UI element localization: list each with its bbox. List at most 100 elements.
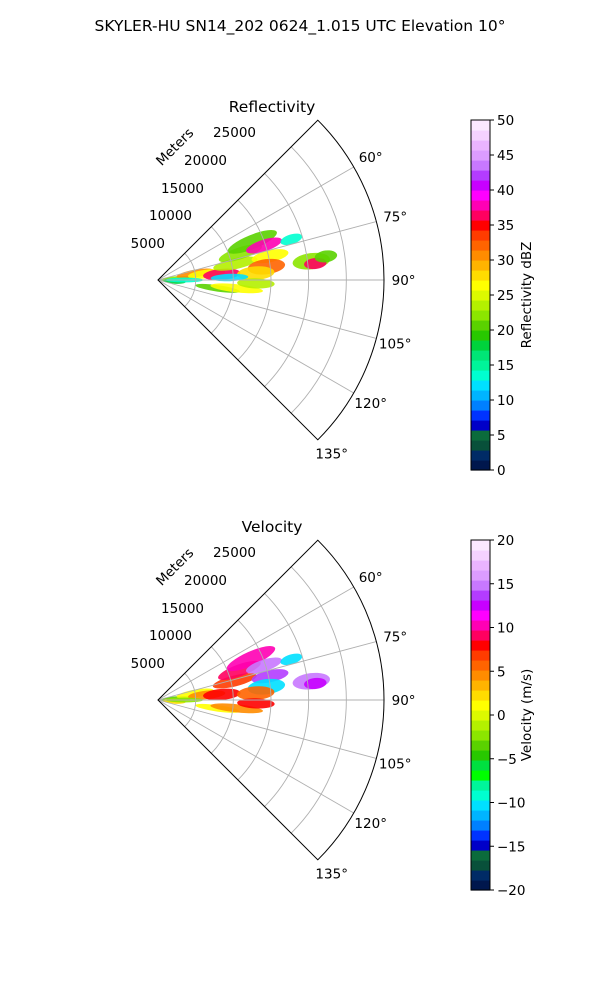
azimuth-spoke	[157, 221, 377, 281]
colorbar-tick-label: −20	[497, 883, 526, 899]
colorbar-swatch	[471, 880, 490, 891]
azimuth-spoke	[157, 699, 354, 814]
angle-tick-label: 75°	[383, 629, 407, 645]
angle-tick-label: 120°	[354, 396, 387, 412]
angle-tick-label: 90°	[392, 693, 416, 709]
colorbar-tick-label: 10	[497, 621, 514, 637]
colorbar-swatch	[471, 180, 490, 191]
colorbar-swatch	[471, 850, 490, 861]
colorbar-tick-label: 5	[497, 428, 506, 444]
colorbar-swatch	[471, 580, 490, 591]
panel-title: Velocity	[242, 518, 303, 536]
colorbar-swatch	[471, 160, 490, 171]
colorbar-swatch	[471, 460, 490, 471]
echo-cell	[212, 673, 257, 689]
radial-tick-label: 10000	[149, 208, 192, 224]
colorbar-swatch	[471, 690, 490, 701]
colorbar-swatch	[471, 310, 490, 321]
colorbar-swatch	[471, 770, 490, 781]
angle-tick-label: 135°	[315, 447, 348, 463]
colorbar-swatch	[471, 200, 490, 211]
colorbar-tick-label: 15	[497, 577, 514, 593]
colorbar-swatch	[471, 650, 490, 661]
echo-cell	[246, 657, 282, 674]
colorbar-tick-label: −15	[497, 839, 526, 855]
angle-tick-label: 60°	[359, 570, 383, 586]
velocity-panel: Velocity 60° 75° 90° 105° 120° 135° 5000 10000 15…	[131, 518, 535, 899]
angle-tick-label: 75°	[383, 209, 407, 225]
colorbar-swatch	[471, 240, 490, 251]
colorbar-swatch	[471, 400, 490, 411]
colorbar-swatch	[471, 720, 490, 731]
colorbar-swatch	[471, 120, 490, 131]
colorbar-tick-label: 0	[497, 708, 506, 724]
radial-tick-label: 10000	[149, 628, 192, 644]
colorbar-swatch	[471, 340, 490, 351]
figure-suptitle: SKYLER-HU SN14_202 0624_1.015 UTC Elevat…	[95, 17, 506, 36]
polar-grid	[157, 146, 384, 414]
echo-cell	[236, 686, 275, 701]
colorbar-swatch	[471, 620, 490, 631]
echo-cell	[280, 233, 303, 246]
panel-title: Reflectivity	[229, 98, 316, 116]
radial-tick-label: 15000	[161, 181, 204, 197]
colorbar-swatch	[471, 140, 490, 151]
colorbar-swatch	[471, 560, 490, 571]
colorbar-tick-label: −10	[497, 796, 526, 812]
radial-tick-label: 25000	[213, 545, 256, 561]
angle-tick-label: 105°	[379, 337, 412, 353]
colorbar-tick-label: 25	[497, 288, 514, 304]
colorbar-tick-label: 40	[497, 183, 514, 199]
colorbar-swatch	[471, 610, 490, 621]
colorbar-swatch	[471, 830, 490, 841]
sector-frame	[157, 539, 385, 861]
colorbar-swatch	[471, 150, 490, 161]
echo-layer	[160, 646, 330, 714]
azimuth-spoke	[157, 641, 377, 701]
colorbar-swatch	[471, 750, 490, 761]
colorbar-tick-label: 15	[497, 358, 514, 374]
colorbar-swatch	[471, 370, 490, 381]
colorbar-swatch	[471, 680, 490, 691]
colorbar-swatch	[471, 730, 490, 741]
polar-grid	[157, 566, 384, 834]
angle-tick-label: 60°	[359, 150, 383, 166]
echo-cell	[280, 653, 303, 666]
colorbar-swatch	[471, 630, 490, 641]
colorbar-tick-label: 20	[497, 323, 514, 339]
colorbar-swatch	[471, 380, 490, 391]
angle-tick-label: 105°	[379, 757, 412, 773]
reflectivity-panel: Reflectivity60°75°90°105°120°135°5000100…	[131, 98, 535, 479]
colorbar-swatch	[471, 330, 490, 341]
colorbar-tick-label: 35	[497, 218, 514, 234]
echo-cell	[304, 677, 327, 690]
colorbar-swatch	[471, 420, 490, 431]
colorbar-tick-label: −5	[497, 752, 517, 768]
colorbar-swatch	[471, 800, 490, 811]
colorbar-swatch	[471, 270, 490, 281]
echo-cell	[203, 688, 241, 701]
echo-cell	[246, 237, 282, 254]
colorbar-swatch	[471, 570, 490, 581]
colorbar-label: Velocity (m/s)	[519, 669, 535, 762]
colorbar-swatch	[471, 860, 490, 871]
colorbar-swatch	[471, 260, 490, 271]
radial-tick-label: 15000	[161, 601, 204, 617]
colorbar-swatch	[471, 190, 490, 201]
colorbar-swatch	[471, 170, 490, 181]
echo-cell	[314, 250, 338, 263]
colorbar-swatch	[471, 210, 490, 221]
echo-cell	[226, 646, 276, 672]
colorbar-tick-label: 5	[497, 664, 506, 680]
angle-tick-label: 90°	[392, 273, 416, 289]
echo-cell	[237, 278, 275, 289]
radial-tick-label: 25000	[213, 125, 256, 141]
colorbar-swatch	[471, 870, 490, 881]
radial-tick-label: 5000	[131, 656, 165, 672]
colorbar-swatch	[471, 450, 490, 461]
sector-frame	[157, 119, 385, 441]
colorbar-swatch	[471, 360, 490, 371]
colorbar: −20 −15 −10 −5 0 5 10 15 20 Velocity (m/s)	[470, 533, 535, 899]
colorbar-swatch	[471, 600, 490, 611]
